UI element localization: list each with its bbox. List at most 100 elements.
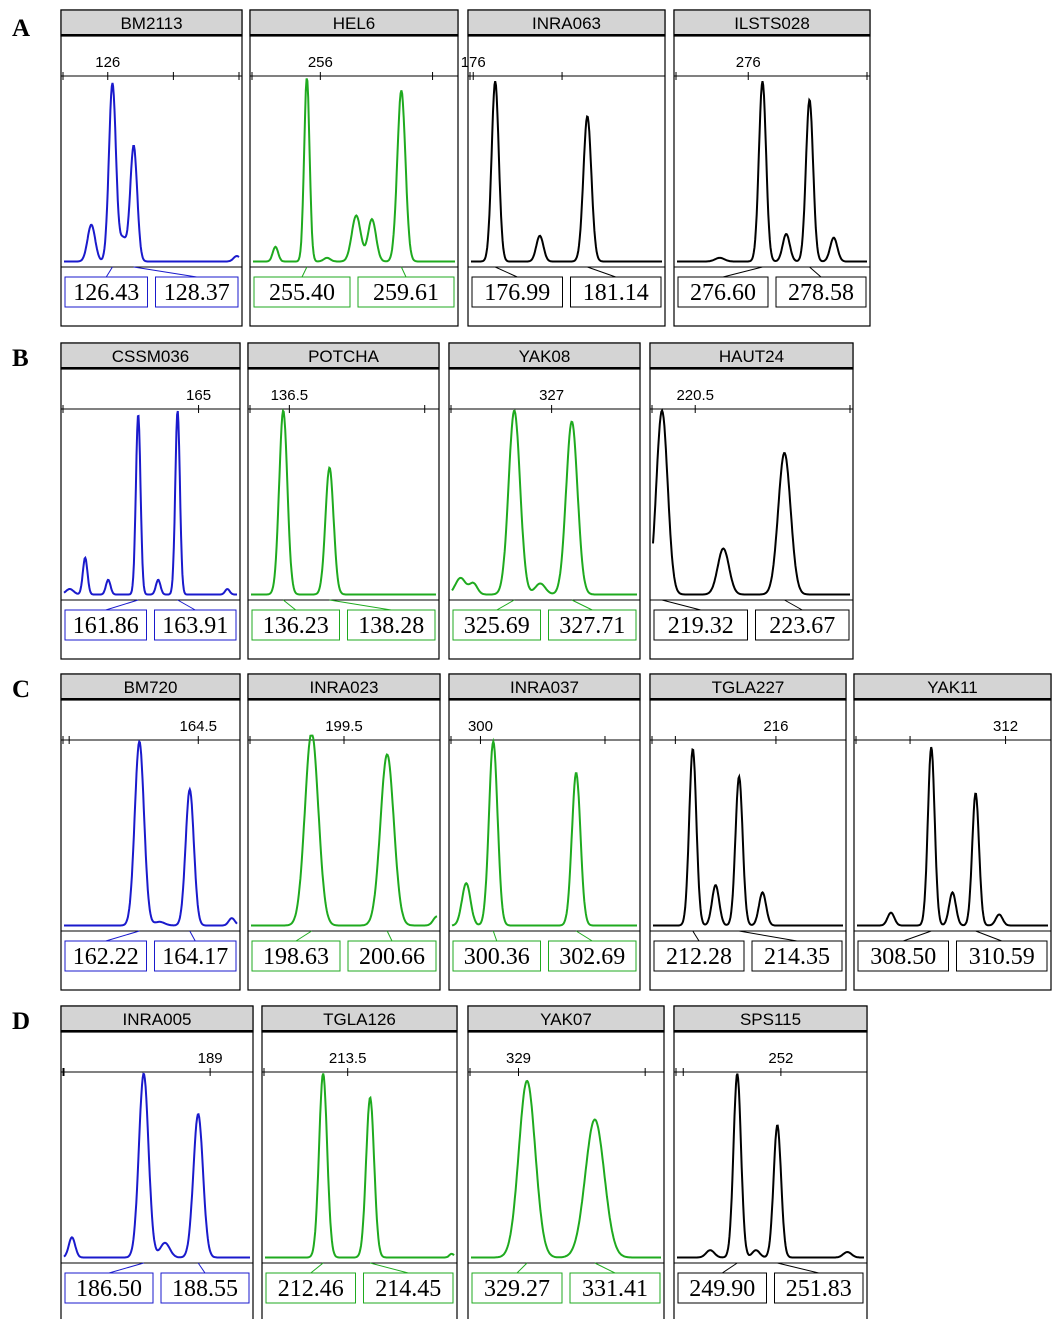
allele-call-box [251,609,340,641]
allele-call-box [677,1272,767,1304]
axis-tick-label: 189 [198,1050,223,1067]
call-connector [903,930,932,942]
allele-call-box [653,609,748,641]
panel-frame [247,673,441,991]
allele-call-box [775,276,867,308]
call-connector [133,266,197,278]
allele-size-label: 278.58 [788,280,854,306]
trace-line [451,409,637,596]
marker-name: YAK07 [540,1010,592,1029]
call-connector [692,930,700,942]
panel-frame [853,673,1052,991]
panel-header [247,342,440,370]
allele-call-box [677,276,769,308]
panel-inra037: INRA037 300 300.36 302.69 [448,673,641,991]
panel-potcha: POTCHA 136.5 136.23 138.28 [247,342,440,660]
panel-yak11: YAK11 312 308.50 310.59 [853,673,1052,991]
call-connector [587,266,616,278]
panel-tgla126: TGLA126 213.5 212.46 214.45 [261,1005,458,1319]
allele-call-box [774,1272,864,1304]
panel-header [247,673,441,701]
panel-frame [60,342,241,660]
allele-size-label: 128.37 [164,280,230,306]
trace-line [64,739,238,927]
axis-tick-label: 216 [763,718,788,735]
allele-call-box [363,1272,454,1304]
allele-size-label: 181.14 [583,280,649,306]
call-connector [575,930,593,942]
axis-tick-label: 276 [736,54,761,71]
row-label: A [12,15,30,42]
axis-tick-label: 329 [506,1050,531,1067]
allele-size-label: 331.41 [582,1276,648,1302]
panel-header [249,9,459,37]
allele-call-box [653,940,745,972]
trace-line [251,408,436,596]
marker-name: CSSM036 [112,347,189,366]
call-connector [105,266,113,278]
call-connector [516,1262,528,1274]
allele-size-label: 259.61 [373,280,439,306]
panel-header [673,9,871,37]
allele-size-label: 200.66 [359,944,425,970]
call-connector [492,930,498,942]
panel-frame [249,9,459,327]
trace-line [677,81,867,263]
call-connector [594,1262,616,1274]
allele-call-box [251,940,341,972]
row-c: C BM720 164.5 162.22 164.17 INRA023 199.5 198.6… [12,673,1052,991]
panel-frame [448,342,641,660]
allele-call-box [751,940,843,972]
axis-tick-label: 327 [539,387,564,404]
call-connector [738,930,798,942]
allele-call-box [452,940,541,972]
panel-yak08: YAK08 327 325.69 327.71 [448,342,641,660]
row-label: C [12,676,30,703]
marker-name: HAUT24 [719,347,784,366]
call-connector [329,599,392,611]
row-b: B CSSM036 165 161.86 163.91 POTCHA 136.5 136.23… [12,342,854,660]
call-connector [386,930,393,942]
call-connector [301,266,308,278]
call-connector [784,599,803,611]
allele-size-label: 255.40 [269,280,335,306]
trace-line [251,734,438,927]
allele-call-box [160,1272,250,1304]
call-connector [975,930,1002,942]
allele-call-box [253,276,351,308]
marker-name: SPS115 [740,1010,801,1029]
call-connector [721,1262,738,1274]
call-connector [722,266,763,278]
panel-bm2113: BM2113 126 126.43 128.37 [60,9,243,327]
panel-header [60,9,243,37]
allele-size-label: 310.59 [969,944,1035,970]
allele-size-label: 163.91 [162,613,228,639]
panel-inra063: INRA063 176 176.99 181.14 [461,9,666,327]
allele-size-label: 325.69 [464,613,530,639]
call-connector [571,599,593,611]
allele-size-label: 198.63 [263,944,329,970]
trace-line [653,747,843,927]
panel-frame [649,342,854,660]
axis-tick-label: 300 [468,718,493,735]
axis-tick-label: 164.5 [179,718,217,735]
axis-tick-label: 176 [461,54,486,71]
marker-name: INRA023 [310,678,379,697]
call-connector [310,1262,324,1274]
allele-size-label: 276.60 [690,280,756,306]
allele-size-label: 161.86 [73,613,139,639]
panel-frame [649,673,847,991]
call-connector [197,1262,206,1274]
trace-line [652,408,850,596]
panel-frame [467,1005,665,1319]
panel-frame [673,9,871,327]
allele-call-box [548,609,637,641]
panel-header [60,342,241,370]
allele-size-label: 212.46 [278,1276,344,1302]
allele-call-box [155,276,239,308]
call-connector [400,266,407,278]
allele-call-box [471,1272,563,1304]
allele-size-label: 164.17 [162,944,228,970]
marker-name: INRA063 [532,14,601,33]
panel-ilsts028: ILSTS028 276 276.60 278.58 [673,9,871,327]
